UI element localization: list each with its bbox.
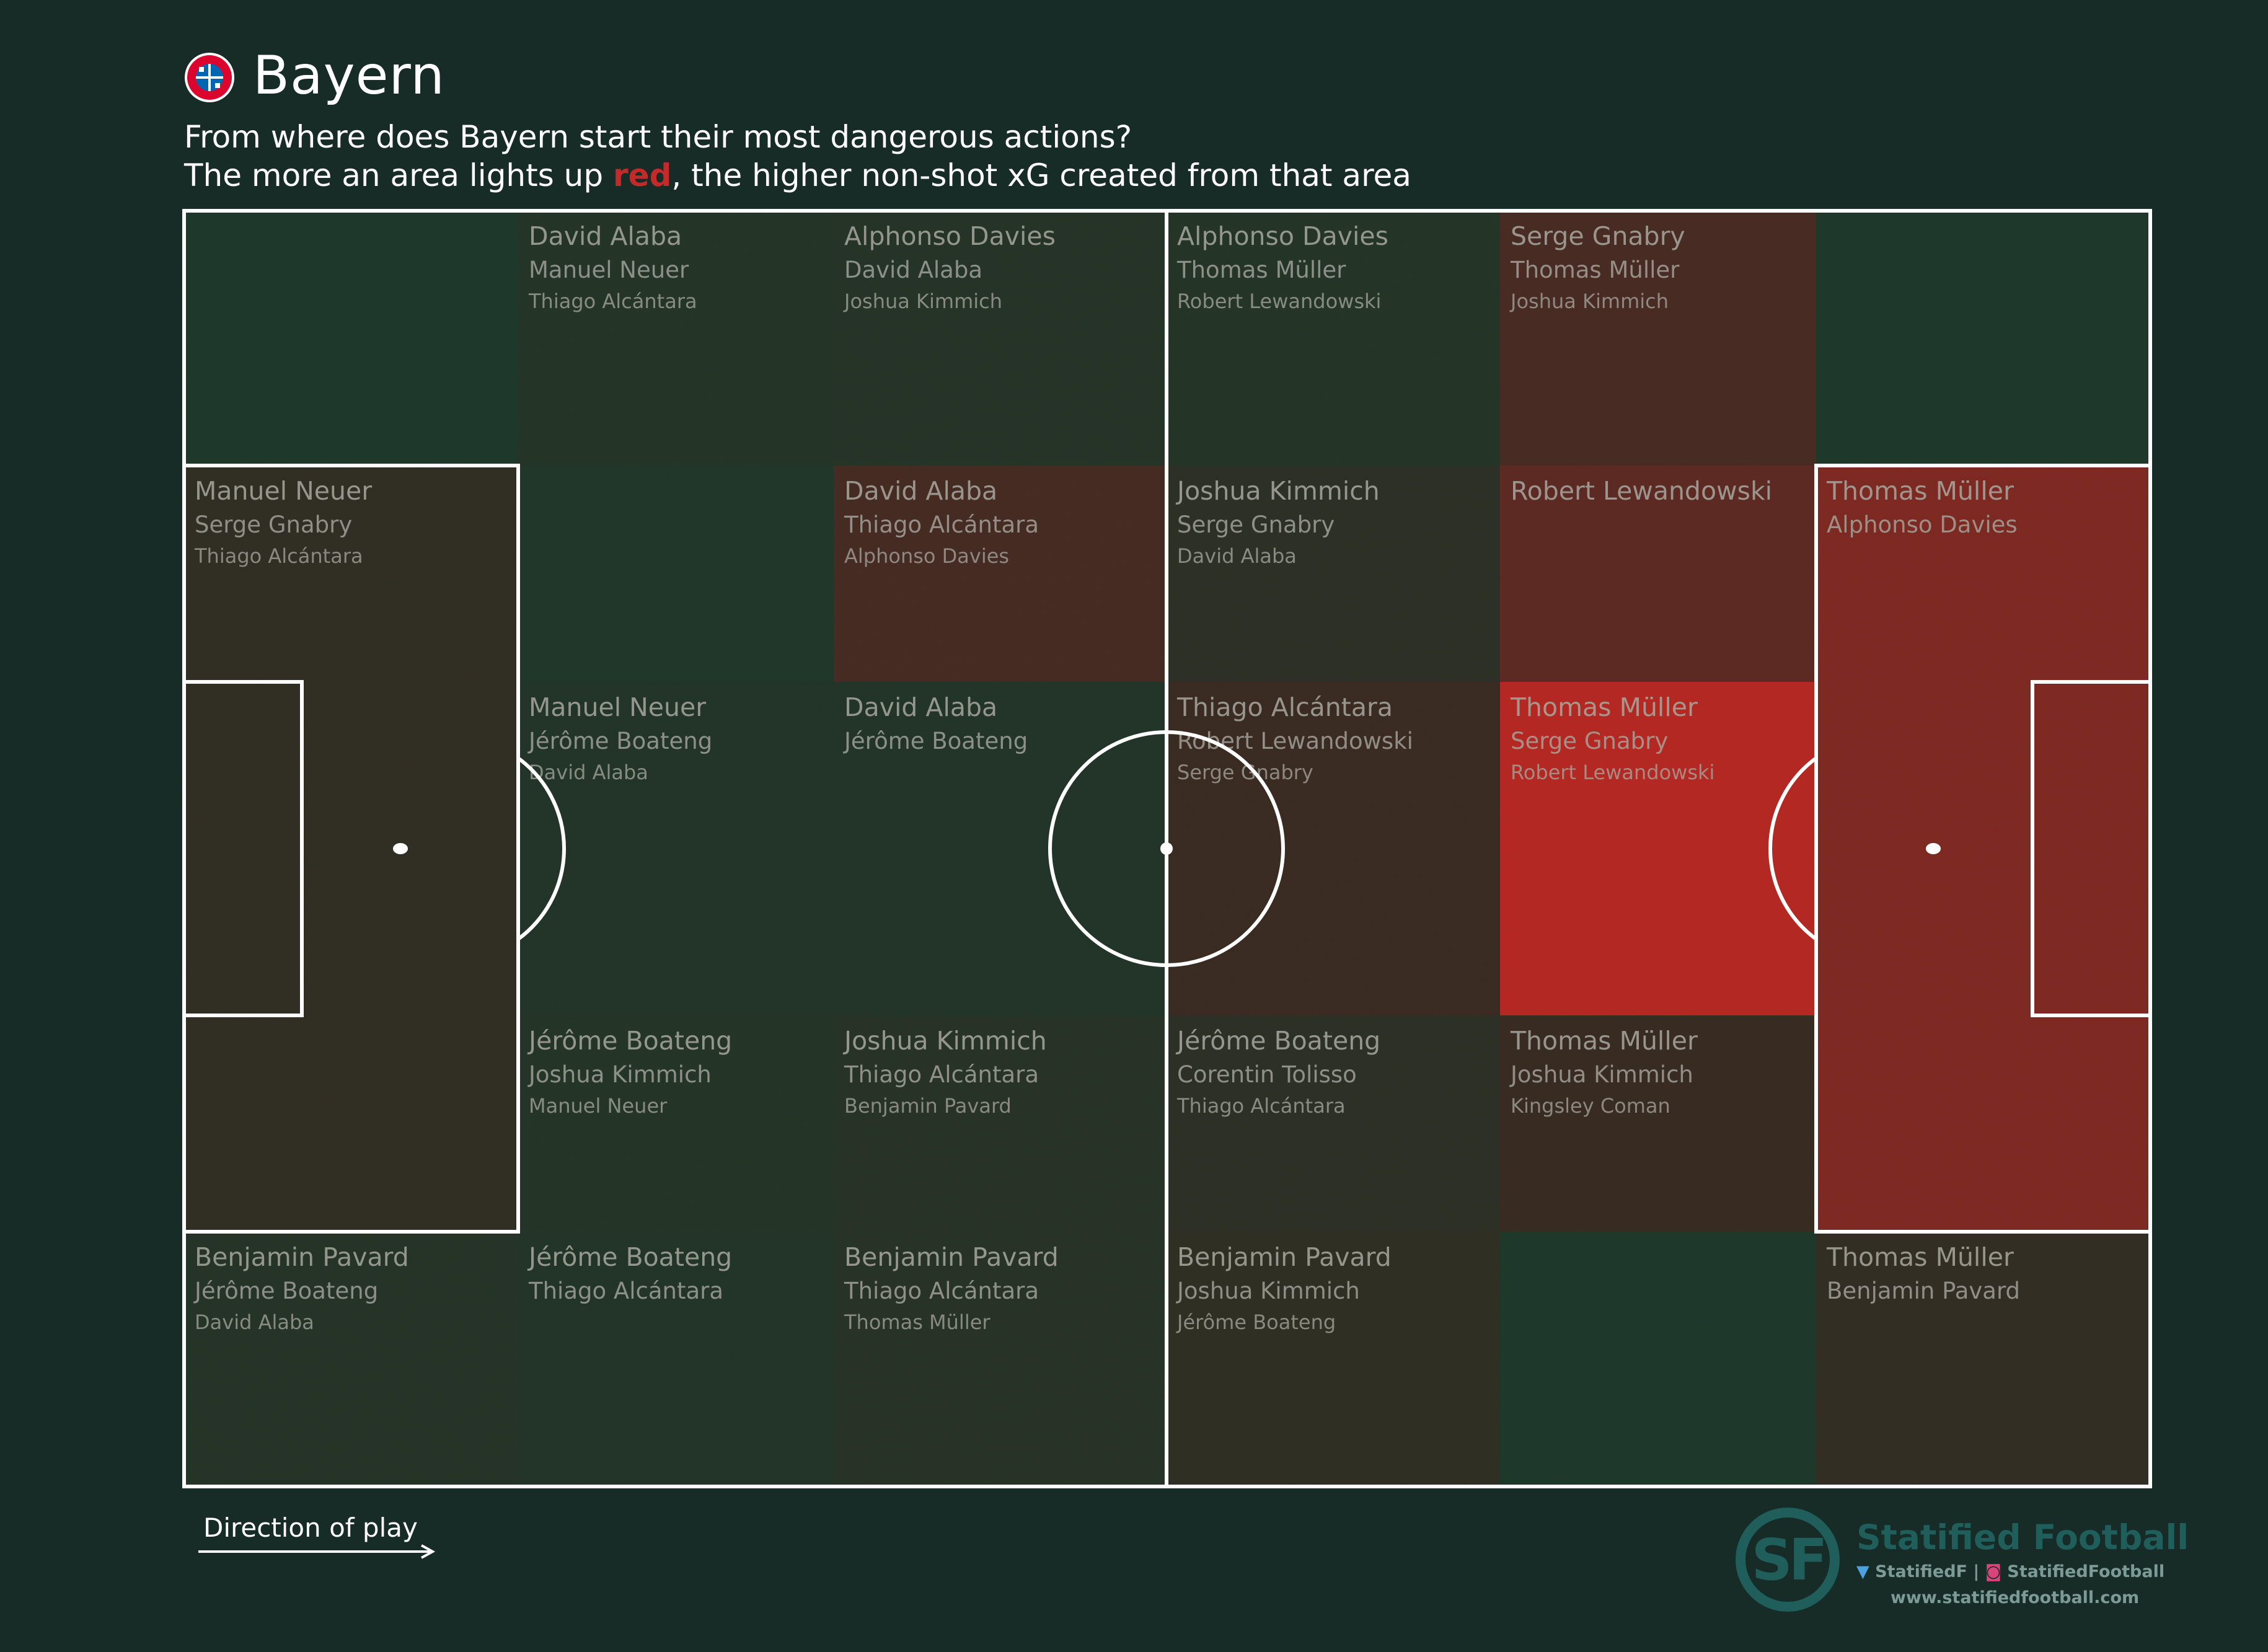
player-label-c1-r2-2: Jérôme Boateng <box>527 728 712 754</box>
instagram-icon: ◙ <box>1985 1562 2001 1581</box>
player-label-c3-r0-3: Robert Lewandowski <box>1177 289 1381 313</box>
player-label-c4-r2-3: Robert Lewandowski <box>1511 761 1714 784</box>
player-label-c3-r3-3: Thiago Alcántara <box>1176 1094 1346 1118</box>
player-label-c3-r0-1: Alphonso Davies <box>1177 221 1388 251</box>
centre-circle <box>1048 730 1285 967</box>
cell-labels: David Alaba Manuel Neuer Thiago Alcántara A… <box>193 221 2020 1334</box>
player-label-c2-r3-2: Thiago Alcántara <box>844 1061 1039 1088</box>
subtitle-line-2-post: , the higher non-shot xG created from th… <box>671 157 1411 193</box>
player-label-c0-r4-2: Jérôme Boateng <box>193 1278 378 1304</box>
player-label-c0-r1-3: Thiago Alcántara <box>194 544 363 568</box>
player-label-c2-r3-1: Joshua Kimmich <box>842 1026 1047 1056</box>
player-label-c5-r1-2: Alphonso Davies <box>1827 511 2018 538</box>
player-label-c2-r1-1: David Alaba <box>844 476 997 506</box>
brand-website-link[interactable]: www.statifiedfootball.com <box>1891 1588 2140 1607</box>
player-label-c4-r2-1: Thomas Müller <box>1510 692 1698 722</box>
player-label-c3-r4-2: Joshua Kimmich <box>1176 1278 1360 1304</box>
left-six-yard-box <box>182 680 304 1017</box>
player-label-c4-r2-2: Serge Gnabry <box>1511 728 1668 754</box>
player-label-c4-r0-1: Serge Gnabry <box>1511 221 1685 251</box>
chart-title: Bayern <box>253 45 445 107</box>
player-label-c0-r1-1: Manuel Neuer <box>195 476 372 506</box>
player-label-c1-r0-1: David Alaba <box>529 221 682 251</box>
player-label-c2-r4-2: Thiago Alcántara <box>844 1278 1039 1304</box>
player-label-c0-r4-1: Benjamin Pavard <box>195 1242 409 1272</box>
player-label-c3-r1-1: Joshua Kimmich <box>1175 476 1380 506</box>
subtitle-line-1: From where does Bayern start their most … <box>184 119 1132 155</box>
direction-of-play-label: Direction of play <box>203 1513 418 1543</box>
player-label-c1-r0-2: Manuel Neuer <box>529 257 689 283</box>
player-label-c4-r1-1: Robert Lewandowski <box>1511 476 1772 506</box>
player-label-c0-r4-3: David Alaba <box>195 1310 314 1334</box>
left-penalty-arc <box>517 756 566 941</box>
chart-subtitle: From where does Bayern start their most … <box>184 118 1411 195</box>
player-label-c3-r4-1: Benjamin Pavard <box>1177 1242 1392 1272</box>
player-label-c4-r3-1: Thomas Müller <box>1510 1026 1698 1056</box>
instagram-handle[interactable]: StatifiedFootball <box>2007 1562 2165 1581</box>
left-penalty-spot <box>393 843 408 854</box>
player-label-c3-r3-1: Jérôme Boateng <box>1175 1026 1380 1056</box>
subtitle-red-word: red <box>613 157 672 193</box>
player-label-c2-r0-2: David Alaba <box>844 257 982 283</box>
player-label-c4-r3-2: Joshua Kimmich <box>1509 1061 1693 1088</box>
player-label-c1-r3-1: Jérôme Boateng <box>527 1026 732 1056</box>
player-label-c1-r4-2: Thiago Alcántara <box>528 1278 723 1304</box>
arrow-right-icon <box>198 1544 436 1559</box>
subtitle-line-2-pre: The more an area lights up <box>184 157 613 193</box>
player-label-c1-r3-2: Joshua Kimmich <box>527 1061 712 1088</box>
player-label-c2-r4-1: Benjamin Pavard <box>844 1242 1059 1272</box>
player-label-c2-r1-3: Alphonso Davies <box>844 544 1009 568</box>
player-label-c2-r2-1: David Alaba <box>844 692 997 722</box>
player-label-c5-r4-1: Thomas Müller <box>1826 1242 2014 1272</box>
player-label-c1-r2-3: David Alaba <box>529 761 648 784</box>
player-label-c5-r4-2: Benjamin Pavard <box>1827 1278 2020 1304</box>
player-label-c2-r4-3: Thomas Müller <box>844 1310 991 1334</box>
player-label-c2-r0-1: Alphonso Davies <box>844 221 1056 251</box>
brand-social-handles: ▼ StatifiedF | ◙ StatifiedFootball <box>1856 1562 2164 1581</box>
player-label-c2-r1-2: Thiago Alcántara <box>844 511 1039 538</box>
brand-name: Statified Football <box>1856 1517 2189 1557</box>
player-label-c1-r2-1: Manuel Neuer <box>529 692 706 722</box>
player-label-c3-r2-2: Robert Lewandowski <box>1177 728 1413 754</box>
player-label-c3-r0-2: Thomas Müller <box>1176 257 1346 283</box>
player-label-c3-r1-2: Serge Gnabry <box>1177 511 1335 538</box>
right-penalty-spot <box>1926 843 1941 854</box>
centre-spot <box>1160 842 1173 855</box>
player-label-c1-r0-3: Thiago Alcántara <box>528 289 697 313</box>
right-six-yard-box <box>2031 680 2152 1017</box>
player-label-c4-r0-3: Joshua Kimmich <box>1509 289 1669 313</box>
player-label-c1-r3-3: Manuel Neuer <box>529 1094 668 1118</box>
player-label-c1-r4-1: Jérôme Boateng <box>527 1242 732 1272</box>
player-label-c4-r0-2: Thomas Müller <box>1510 257 1680 283</box>
twitter-bird-icon: ▼ <box>1856 1562 1869 1581</box>
twitter-handle[interactable]: StatifiedF <box>1875 1562 1968 1581</box>
player-label-c2-r3-3: Benjamin Pavard <box>844 1094 1012 1118</box>
player-label-c3-r1-3: David Alaba <box>1177 544 1297 568</box>
player-label-c2-r2-2: Jérôme Boateng <box>843 728 1028 754</box>
player-label-c5-r1-1: Thomas Müller <box>1826 476 2014 506</box>
player-label-c0-r1-2: Serge Gnabry <box>195 511 352 538</box>
statified-football-logo: SF <box>1736 1508 1840 1612</box>
player-label-c3-r2-1: Thiago Alcántara <box>1176 692 1393 722</box>
social-separator: | <box>1967 1562 1985 1581</box>
fc-bayern-crest-icon <box>185 53 234 102</box>
player-label-c4-r3-3: Kingsley Coman <box>1511 1094 1670 1118</box>
player-label-c2-r0-3: Joshua Kimmich <box>843 289 1002 313</box>
player-label-c3-r4-3: Jérôme Boateng <box>1176 1310 1336 1334</box>
right-penalty-arc <box>1768 756 1817 941</box>
subtitle-line-2: The more an area lights up red, the high… <box>184 156 1411 195</box>
player-label-c3-r3-2: Corentin Tolisso <box>1177 1061 1357 1088</box>
